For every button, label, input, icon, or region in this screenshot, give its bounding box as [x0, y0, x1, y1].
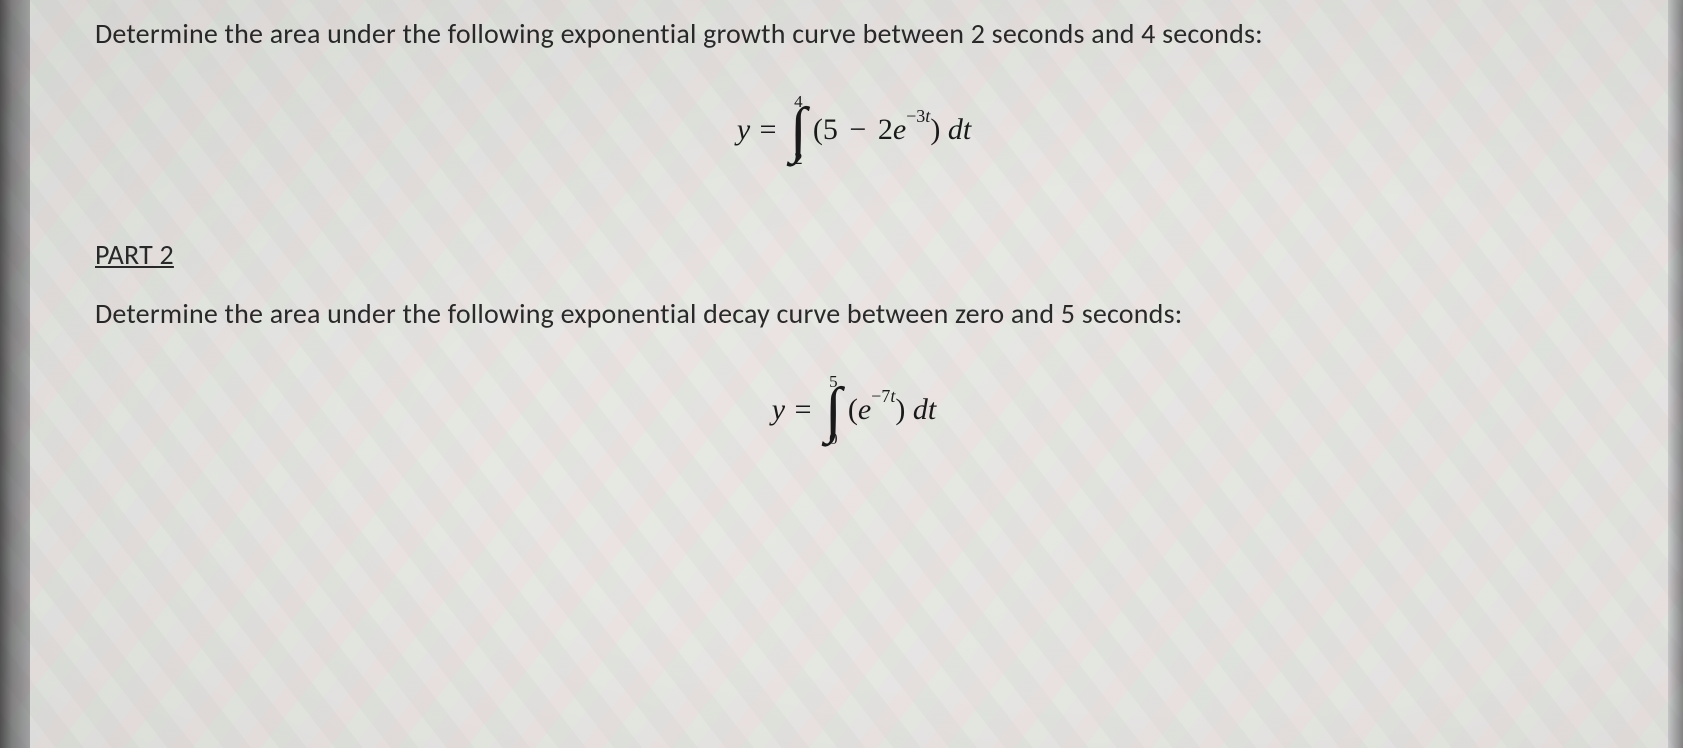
eq2-lhs: y =: [772, 393, 813, 427]
eq2-integrand: (e−7t) dt: [848, 392, 936, 427]
eq2-open: (: [848, 393, 858, 426]
eq1-minus: −: [842, 113, 874, 146]
eq1-open: (5: [813, 113, 838, 146]
page-left-margin: [0, 0, 30, 748]
eq1-integrand: (5 − 2e−3t) dt: [813, 112, 971, 147]
eq2-dt: dt: [905, 393, 936, 426]
part2-equation: y = 5 ∫ 0 (e−7t) dt: [95, 373, 1613, 447]
part2-section: PART 2 Determine the area under the foll…: [95, 237, 1613, 447]
eq2-exp-var: t: [890, 386, 895, 406]
eq1-e: e: [893, 113, 906, 146]
eq1-exp: −3: [906, 106, 925, 126]
eq1-dt: dt: [940, 113, 971, 146]
eq1-integral-sign: 4 ∫ 2: [790, 93, 807, 167]
eq2-close: ): [895, 393, 905, 426]
eq2-integral-sign: 5 ∫ 0: [825, 373, 842, 447]
part2-heading: PART 2: [95, 237, 1613, 272]
eq1-close: ): [930, 113, 940, 146]
eq2-e: e: [858, 393, 871, 426]
part1-equation: y = 4 ∫ 2 (5 − 2e−3t) dt: [95, 93, 1613, 167]
eq2-lower-limit: 0: [829, 430, 838, 447]
part1-prompt: Determine the area under the following e…: [95, 14, 1613, 53]
eq1-lhs: y =: [737, 113, 778, 147]
eq1-exp-var: t: [925, 106, 930, 126]
eq2-exp: −7: [871, 386, 890, 406]
part2-prompt: Determine the area under the following e…: [95, 294, 1613, 333]
eq1-lower-limit: 2: [794, 150, 803, 167]
eq1-coef: 2: [878, 113, 893, 146]
page-right-margin: [1668, 0, 1683, 748]
document-content: Determine the area under the following e…: [95, 14, 1613, 517]
